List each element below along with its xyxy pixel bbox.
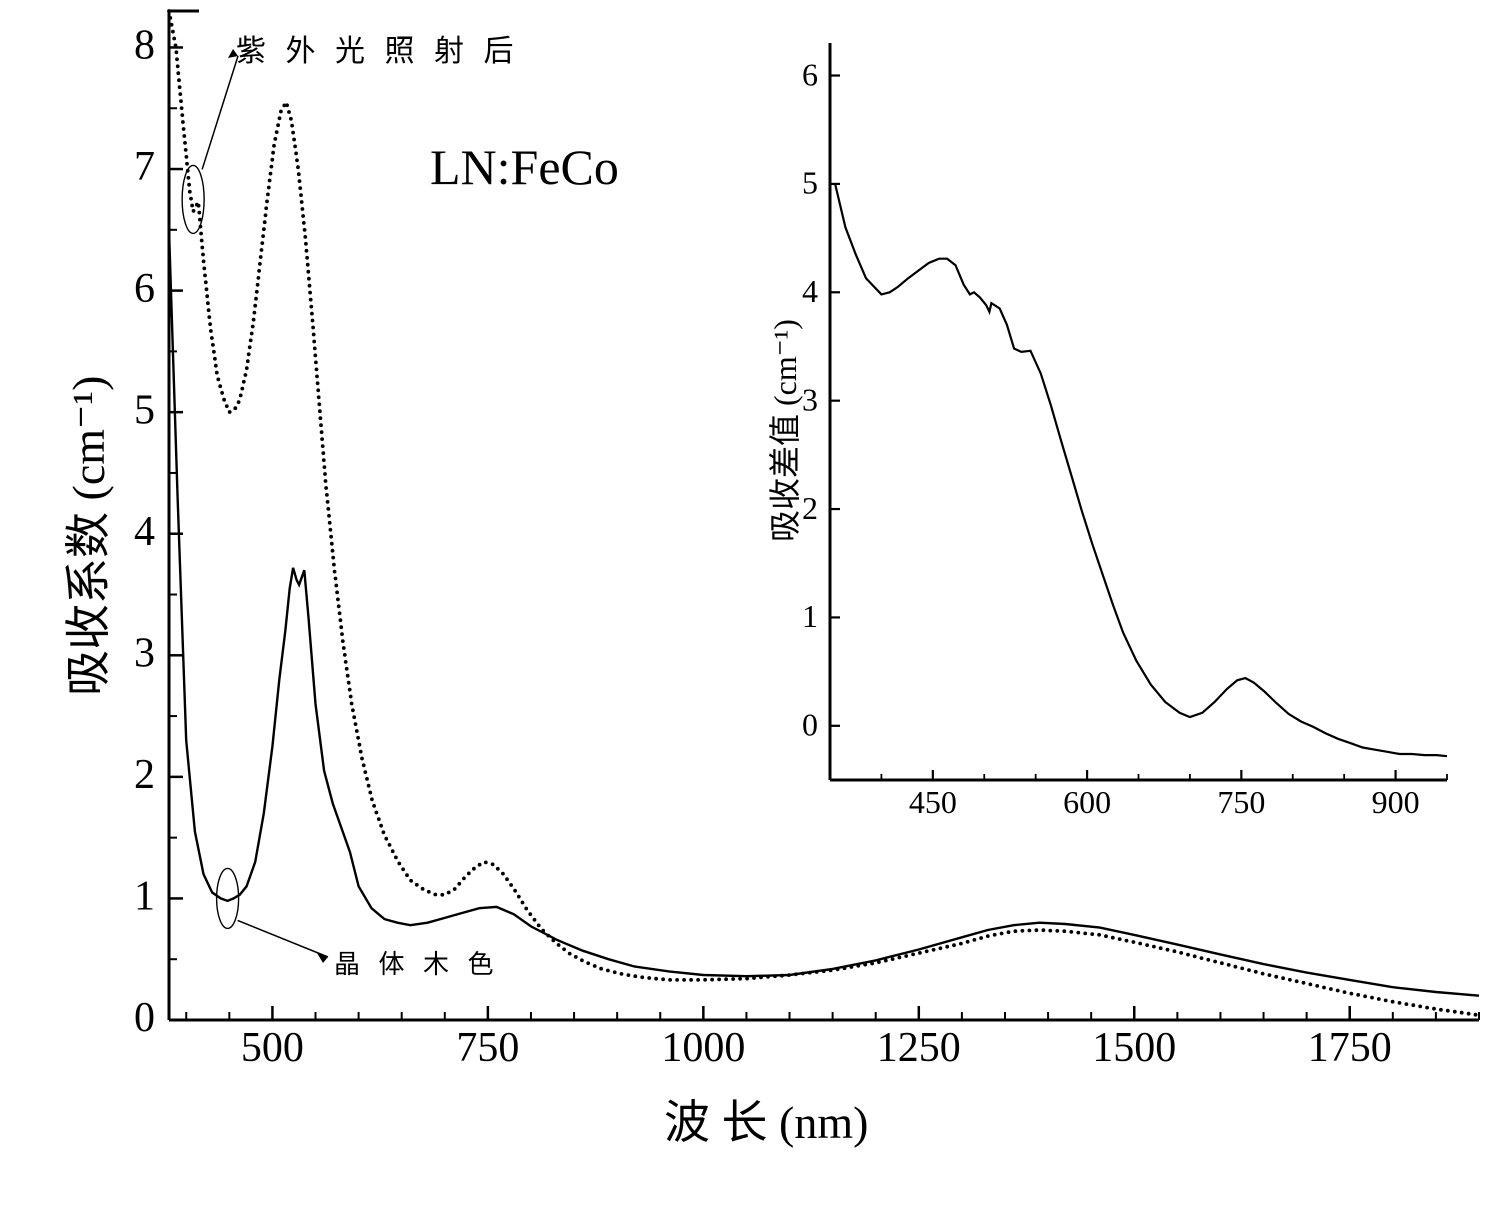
inset-y-tick-label: 4 [802,273,818,309]
inset-y-axis-label: 吸收差值 (cm⁻¹) [760,319,806,542]
absorption-difference-curve [835,184,1447,756]
y-tick-label: 4 [134,509,155,555]
inset-x-tick-label: 600 [1063,784,1111,820]
inset-x-tick-label: 450 [909,784,957,820]
x-tick-label: 1500 [1092,1025,1176,1071]
x-tick-label: 1750 [1308,1025,1392,1071]
x-tick-label: 500 [241,1025,304,1071]
inset-y-tick-label: 0 [802,707,818,743]
y-tick-label: 2 [134,752,155,798]
inset-x-tick-label: 750 [1217,784,1265,820]
y-tick-label: 0 [134,995,155,1041]
inset-y-tick-label: 5 [802,165,818,201]
inset-x-tick-label: 900 [1372,784,1420,820]
y-tick-label: 6 [134,266,155,312]
inset-chart: 4506007509000123456 [802,43,1447,820]
material-label: LN:FeCo [430,138,619,196]
x-tick-label: 1250 [877,1025,961,1071]
uv-arrow-line [202,56,238,169]
y-tick-label: 1 [134,874,155,920]
y-tick-label: 5 [134,387,155,433]
crystal-original-label: 晶 体 木 色 [334,944,500,981]
y-tick-label: 7 [134,144,155,190]
x-tick-label: 750 [456,1025,519,1071]
main-x-axis-label: 波 长 (nm) [664,1086,868,1152]
y-tick-label: 3 [134,630,155,676]
inset-y-tick-label: 1 [802,598,818,634]
inset-y-tick-label: 6 [802,56,818,92]
main-y-axis-label: 吸收系数 (cm⁻¹) [52,375,118,695]
uv-irradiated-curve [167,9,1477,1017]
crystal-arrow-line [238,920,328,957]
x-tick-label: 1000 [661,1025,745,1071]
figure-canvas: 5007501000125015001750012345678450600750… [0,0,1494,1207]
crystal-original-curve [169,230,1479,996]
uv-marker-ellipse [182,165,204,233]
uv-irradiated-label: 紫 外 光 照 射 后 [236,26,520,70]
y-tick-label: 8 [134,23,155,69]
